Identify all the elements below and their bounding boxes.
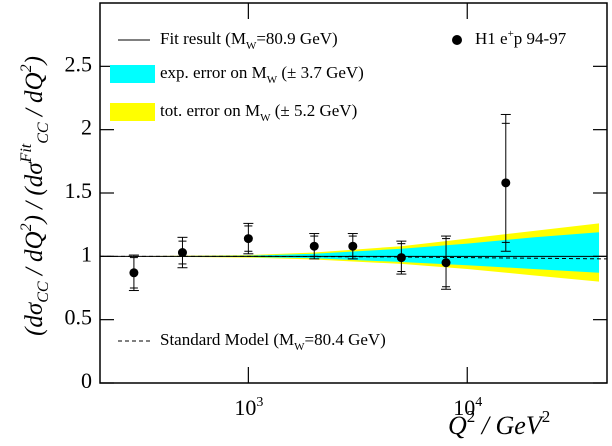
legend-label: tot. error on MW (± 5.2 GeV) <box>160 101 357 124</box>
legend-label-part: H1 e <box>475 29 508 48</box>
y-tick-label: 0.5 <box>65 305 93 330</box>
legend-swatch <box>110 103 155 121</box>
legend-label-part: (± 3.7 GeV) <box>277 63 364 82</box>
x-tick-label-part: 10 <box>453 395 475 420</box>
y-axis-label-part: 2 <box>18 64 35 72</box>
x-tick-label-part: 3 <box>256 395 263 410</box>
x-axis-label-part: 2 <box>542 407 551 426</box>
legend-label-part: (± 5.2 GeV) <box>270 101 357 120</box>
y-axis-label-part: ) <box>21 56 48 66</box>
legend-label-part: Standard Model (M <box>160 330 294 349</box>
y-tick-label: 1 <box>81 241 92 266</box>
legend-label: Standard Model (MW=80.4 GeV) <box>160 330 386 353</box>
data-point <box>501 178 511 188</box>
y-axis-label-part: ) / (d <box>21 174 48 225</box>
legend-label-part: W <box>294 341 305 353</box>
legend-label-part: W <box>260 112 271 124</box>
legend-swatch <box>452 35 462 45</box>
data-point <box>396 253 406 263</box>
x-axis-label-part: / GeV <box>475 411 545 440</box>
y-axis-label-part: / dQ <box>21 72 48 122</box>
y-axis-label-part: Fit <box>18 143 35 163</box>
y-axis-label-part: (d <box>21 315 48 336</box>
y-tick-label: 0 <box>81 368 92 393</box>
legend-label-part: tot. error on M <box>160 101 260 120</box>
data-point <box>129 268 139 278</box>
legend-label-part: p 94-97 <box>514 29 567 48</box>
x-tick-label-part: 4 <box>475 395 482 410</box>
x-tick-label-part: 10 <box>234 395 256 420</box>
y-tick-label: 2 <box>81 115 92 140</box>
y-axis-label-part: σ <box>21 301 48 315</box>
legend-label-part: W <box>267 74 278 86</box>
legend-swatch <box>110 65 155 83</box>
y-axis-label-part: / dQ <box>21 231 48 281</box>
error-band <box>120 232 600 273</box>
data-point <box>348 241 358 251</box>
data-point <box>441 258 451 268</box>
y-axis-label: (dσCC / dQ2) / (dσFitCC / dQ2) <box>18 56 52 336</box>
legend-label: exp. error on MW (± 3.7 GeV) <box>160 63 364 86</box>
x-axis-label-part: Q <box>448 411 467 440</box>
legend-label-part: =80.4 GeV) <box>304 330 385 349</box>
legend-label-part: exp. error on M <box>160 63 267 82</box>
y-tick-label: 1.5 <box>65 178 93 203</box>
plot-background <box>100 3 607 383</box>
x-axis-label-part: 2 <box>467 407 476 426</box>
legend-label-part: + <box>508 28 514 40</box>
legend-label: Fit result (MW=80.9 GeV) <box>160 29 338 52</box>
x-tick-label: 103 <box>234 395 263 420</box>
legend-label-part: W <box>246 40 257 52</box>
legend-label-part: =80.9 GeV) <box>256 29 337 48</box>
y-tick-label: 2.5 <box>65 51 93 76</box>
y-axis-label-part: 2 <box>18 223 35 231</box>
x-axis-label: Q2 / GeV2 <box>448 407 550 440</box>
data-point <box>177 248 187 258</box>
y-axis-label-part: CC <box>35 281 52 303</box>
y-axis-label-part: CC <box>35 122 52 144</box>
x-tick-label: 104 <box>453 395 482 420</box>
legend-label-part: Fit result (M <box>160 29 246 48</box>
data-point <box>243 234 253 244</box>
legend-label: H1 e+p 94-97 <box>475 28 567 48</box>
y-axis-label-part: σ <box>21 161 48 175</box>
data-point <box>309 241 319 251</box>
